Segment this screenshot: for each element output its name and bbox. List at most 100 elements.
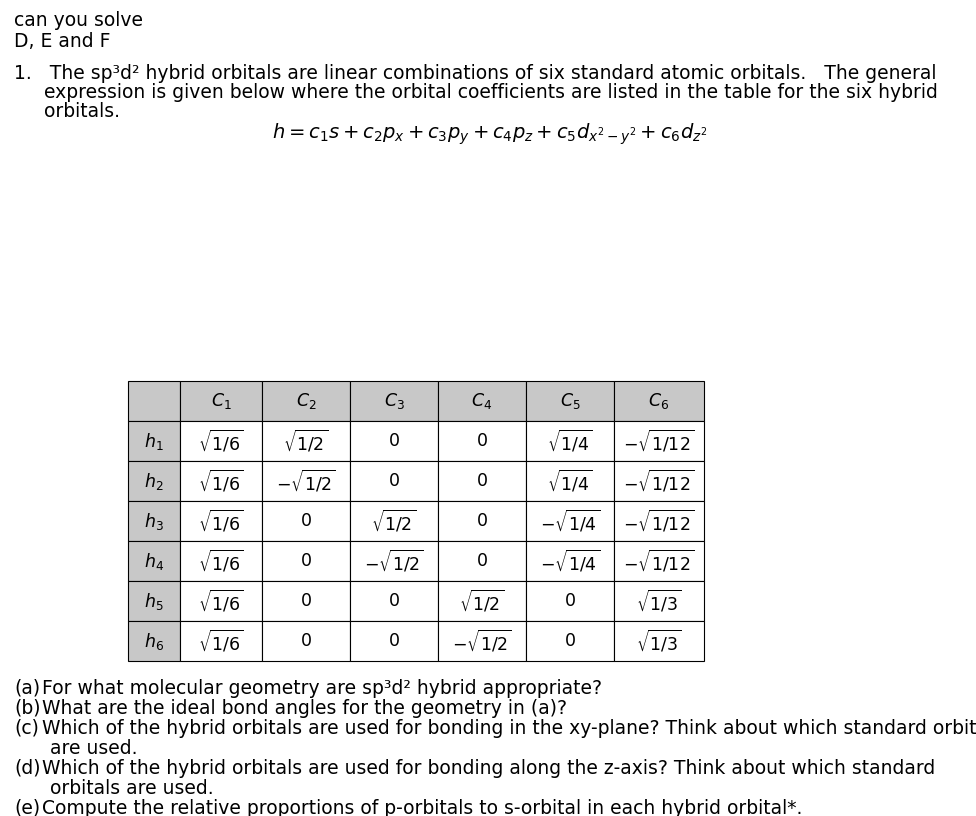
Text: For what molecular geometry are sp³d² hybrid appropriate?: For what molecular geometry are sp³d² hy…	[42, 679, 602, 698]
Text: $\sqrt{1/2}$: $\sqrt{1/2}$	[460, 588, 505, 614]
Text: (e): (e)	[14, 799, 40, 816]
Bar	[262, 381, 350, 421]
Bar	[180, 421, 262, 461]
Text: $h_1$: $h_1$	[144, 431, 164, 451]
Text: $-\sqrt{1/12}$: $-\sqrt{1/12}$	[624, 468, 695, 494]
Text: $0$: $0$	[388, 592, 400, 610]
Bar	[438, 421, 526, 461]
Text: $h_2$: $h_2$	[144, 471, 164, 491]
Bar	[526, 581, 614, 621]
Text: $\sqrt{1/2}$: $\sqrt{1/2}$	[283, 428, 329, 454]
Bar	[128, 461, 180, 501]
Text: (c): (c)	[14, 719, 39, 738]
Bar	[438, 581, 526, 621]
Bar	[180, 621, 262, 661]
Text: D, E and F: D, E and F	[14, 32, 110, 51]
Bar	[262, 581, 350, 621]
Text: Which of the hybrid orbitals are used for bonding along the z-axis? Think about : Which of the hybrid orbitals are used fo…	[42, 759, 935, 778]
Bar	[614, 421, 704, 461]
Text: $h_3$: $h_3$	[144, 511, 164, 531]
Text: $0$: $0$	[564, 632, 576, 650]
Text: $\sqrt{1/3}$: $\sqrt{1/3}$	[636, 628, 682, 654]
Text: $h_6$: $h_6$	[144, 631, 164, 651]
Bar	[180, 501, 262, 541]
Bar	[128, 501, 180, 541]
Text: $0$: $0$	[388, 632, 400, 650]
Bar	[128, 421, 180, 461]
Bar	[350, 581, 438, 621]
Bar	[526, 461, 614, 501]
Bar	[262, 541, 350, 581]
Text: $0$: $0$	[300, 632, 312, 650]
Bar	[128, 381, 180, 421]
Text: $\sqrt{1/4}$: $\sqrt{1/4}$	[548, 428, 592, 454]
Bar	[614, 621, 704, 661]
Text: expression is given below where the orbital coefficients are listed in the table: expression is given below where the orbi…	[14, 83, 938, 102]
Bar	[350, 421, 438, 461]
Bar	[128, 621, 180, 661]
Text: $0$: $0$	[300, 592, 312, 610]
Text: $0$: $0$	[300, 552, 312, 570]
Text: $h_4$: $h_4$	[144, 551, 164, 571]
Text: $\sqrt{1/6}$: $\sqrt{1/6}$	[198, 628, 244, 654]
Bar	[180, 581, 262, 621]
Bar	[614, 501, 704, 541]
Text: $C_6$: $C_6$	[648, 391, 670, 411]
Text: $\sqrt{1/6}$: $\sqrt{1/6}$	[198, 428, 244, 454]
Text: $0$: $0$	[564, 592, 576, 610]
Bar	[128, 541, 180, 581]
Bar	[350, 621, 438, 661]
Bar	[526, 501, 614, 541]
Bar	[438, 461, 526, 501]
Text: orbitals are used.: orbitals are used.	[50, 779, 214, 798]
Text: $0$: $0$	[476, 472, 488, 490]
Text: orbitals.: orbitals.	[14, 102, 120, 121]
Text: $\sqrt{1/3}$: $\sqrt{1/3}$	[636, 588, 682, 614]
Bar	[614, 541, 704, 581]
Bar	[180, 381, 262, 421]
Bar	[526, 541, 614, 581]
Bar	[526, 421, 614, 461]
Bar	[128, 581, 180, 621]
Bar	[438, 621, 526, 661]
Text: $C_5$: $C_5$	[559, 391, 581, 411]
Bar	[350, 541, 438, 581]
Bar	[526, 381, 614, 421]
Text: $-\sqrt{1/12}$: $-\sqrt{1/12}$	[624, 428, 695, 454]
Text: $0$: $0$	[476, 552, 488, 570]
Text: $-\sqrt{1/2}$: $-\sqrt{1/2}$	[452, 628, 511, 654]
Bar	[262, 421, 350, 461]
Text: 1.   The sp³d² hybrid orbitals are linear combinations of six standard atomic or: 1. The sp³d² hybrid orbitals are linear …	[14, 64, 937, 83]
Text: (d): (d)	[14, 759, 40, 778]
Text: (b): (b)	[14, 699, 40, 718]
Text: $-\sqrt{1/4}$: $-\sqrt{1/4}$	[540, 508, 600, 534]
Text: $0$: $0$	[300, 512, 312, 530]
Text: can you solve: can you solve	[14, 11, 143, 30]
Bar	[262, 461, 350, 501]
Bar	[438, 541, 526, 581]
Text: $\sqrt{1/6}$: $\sqrt{1/6}$	[198, 588, 244, 614]
Bar	[614, 381, 704, 421]
Bar	[350, 381, 438, 421]
Bar	[526, 621, 614, 661]
Text: $C_1$: $C_1$	[211, 391, 231, 411]
Bar	[438, 381, 526, 421]
Text: $\sqrt{1/6}$: $\sqrt{1/6}$	[198, 548, 244, 574]
Text: $C_2$: $C_2$	[296, 391, 316, 411]
Text: $\sqrt{1/2}$: $\sqrt{1/2}$	[372, 508, 417, 534]
Text: $C_3$: $C_3$	[384, 391, 404, 411]
Text: $C_4$: $C_4$	[471, 391, 493, 411]
Text: $-\sqrt{1/12}$: $-\sqrt{1/12}$	[624, 508, 695, 534]
Bar	[262, 621, 350, 661]
Text: What are the ideal bond angles for the geometry in (a)?: What are the ideal bond angles for the g…	[42, 699, 567, 718]
Bar	[614, 581, 704, 621]
Bar	[262, 501, 350, 541]
Text: $0$: $0$	[388, 472, 400, 490]
Text: $0$: $0$	[388, 432, 400, 450]
Bar	[614, 461, 704, 501]
Bar	[350, 461, 438, 501]
Text: $h_5$: $h_5$	[144, 591, 164, 611]
Text: $-\sqrt{1/2}$: $-\sqrt{1/2}$	[276, 468, 336, 494]
Text: are used.: are used.	[50, 739, 138, 758]
Bar	[180, 461, 262, 501]
